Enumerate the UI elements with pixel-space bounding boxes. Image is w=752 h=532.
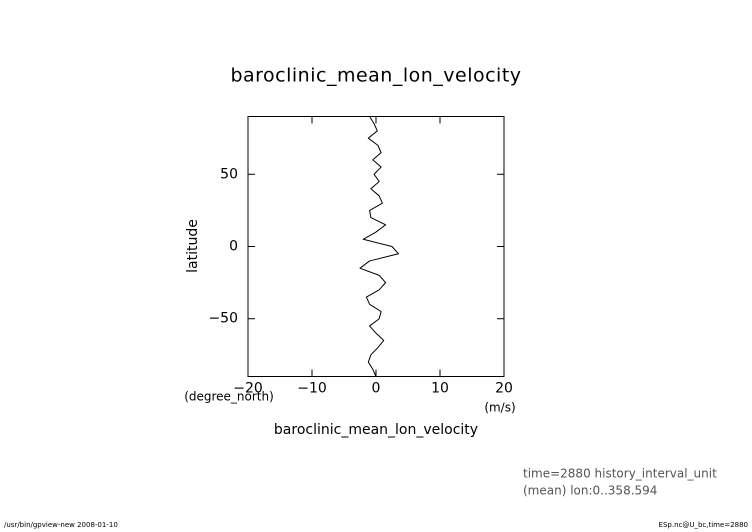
- profile-line: [359, 116, 399, 377]
- footer-right: ESp.nc@U_bc,time=2880: [659, 521, 748, 529]
- footer-left: /usr/bin/gpview-new 2008-01-10: [4, 521, 118, 529]
- info-line: (mean) lon:0..358.594: [523, 484, 657, 498]
- y-tick-label: −50: [208, 311, 238, 327]
- plot-frame: [247, 116, 505, 377]
- y-axis-units: (degree_north): [184, 390, 274, 404]
- y-tick-label: 50: [220, 166, 238, 182]
- x-tick-label: 10: [431, 381, 449, 397]
- x-axis-label: baroclinic_mean_lon_velocity: [274, 422, 478, 438]
- x-axis-units: (m/s): [484, 401, 515, 415]
- y-axis-label: latitude: [185, 219, 201, 273]
- y-tick-label: 0: [229, 239, 238, 255]
- x-tick-label: 0: [372, 381, 381, 397]
- chart-title: baroclinic_mean_lon_velocity: [230, 65, 521, 87]
- info-line: time=2880 history_interval_unit: [523, 467, 717, 481]
- x-tick-label: 20: [495, 381, 513, 397]
- x-tick-label: −20: [233, 381, 263, 397]
- x-tick-label: −10: [297, 381, 327, 397]
